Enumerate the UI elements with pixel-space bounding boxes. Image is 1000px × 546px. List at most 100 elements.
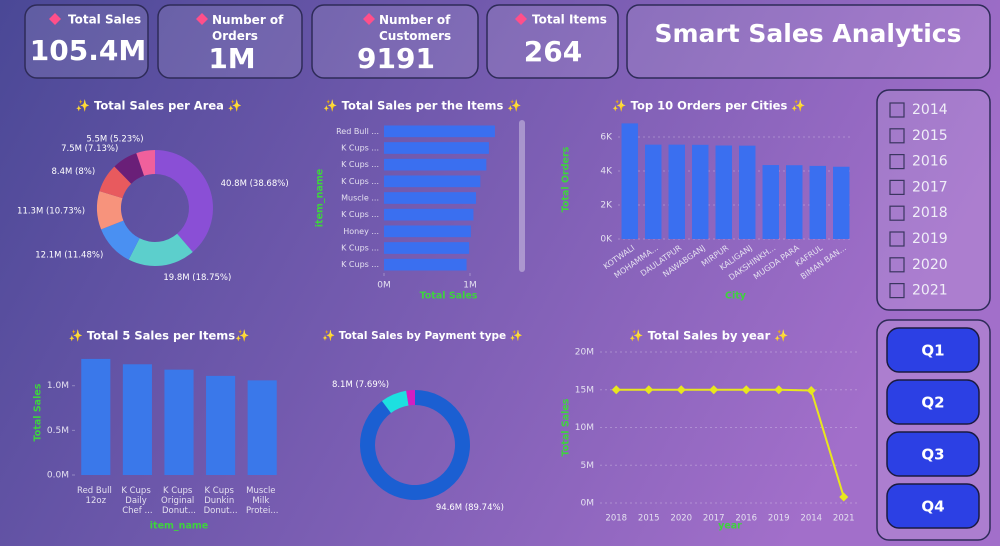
marker xyxy=(741,385,751,395)
marker xyxy=(611,385,621,395)
y-tick-label: K Cups ... xyxy=(341,210,379,219)
x-tick-label: K Cups Original Donut... xyxy=(161,486,197,516)
quarter-label[interactable]: Q1 xyxy=(921,342,944,360)
text-line: K Cups xyxy=(205,486,237,496)
y-tick-label: Red Bull ... xyxy=(336,127,379,136)
marker xyxy=(676,385,686,395)
bar xyxy=(621,123,638,239)
quarter-label[interactable]: Q3 xyxy=(921,446,944,464)
chart-title: ✨ Total 5 Sales per Items✨ xyxy=(69,329,250,343)
year-option[interactable]: 2014 xyxy=(912,102,948,118)
x-tick-label: 2017 xyxy=(703,514,725,524)
x-tick-label: K Cups Dunkin Donut... xyxy=(204,486,238,516)
text-line: Chef ... xyxy=(122,506,152,516)
checkbox[interactable] xyxy=(889,102,905,118)
quarter-button[interactable] xyxy=(886,327,980,373)
checkbox[interactable] xyxy=(889,179,905,195)
y-tick-label: K Cups ... xyxy=(341,160,379,169)
text-line: Donut... xyxy=(204,506,238,516)
quarter-button[interactable] xyxy=(886,379,980,425)
year-option[interactable]: 2018 xyxy=(912,205,948,221)
data-label: 8.1M (7.69%) xyxy=(332,380,389,390)
chart-title: ✨ Total Sales per the Items ✨ xyxy=(323,99,521,113)
y-tick-label: 0.0M xyxy=(47,471,69,481)
year-option[interactable]: 2015 xyxy=(912,128,948,144)
kpi-icon xyxy=(515,13,527,25)
checkbox[interactable] xyxy=(889,128,905,144)
marker xyxy=(774,385,784,395)
checkbox[interactable] xyxy=(889,283,905,299)
text-line: Customers xyxy=(379,29,451,43)
year-option[interactable]: 2021 xyxy=(912,283,948,299)
y-tick-label: K Cups ... xyxy=(341,144,379,153)
title-card xyxy=(626,4,991,79)
bar xyxy=(786,165,803,239)
x-tick-label: 2018 xyxy=(605,514,627,524)
donut-slice xyxy=(99,166,132,199)
quarter-button[interactable] xyxy=(886,483,980,529)
dashboard-title: Smart Sales Analytics xyxy=(655,19,962,48)
x-tick-label: 2019 xyxy=(768,514,790,524)
y-tick-label: 0.5M xyxy=(47,426,69,436)
chart-title: ✨ Top 10 Orders per Cities ✨ xyxy=(612,99,805,113)
year-option[interactable]: 2019 xyxy=(912,231,948,247)
bar xyxy=(384,242,470,254)
y-tick-label: Honey ... xyxy=(343,227,379,236)
text-line: Milk xyxy=(252,496,272,506)
x-axis-title: City xyxy=(725,291,747,302)
bar xyxy=(384,208,474,221)
text-line: Dunkin xyxy=(204,496,237,506)
x-tick-label: Red Bull 12oz xyxy=(77,486,115,506)
scrollbar[interactable] xyxy=(519,120,525,272)
x-tick-label: 2014 xyxy=(800,514,822,524)
x-tick-label: K Cups Daily Chef ... xyxy=(121,486,153,516)
kpi-card xyxy=(311,4,479,79)
data-label: 7.5M (7.13%) xyxy=(61,144,118,154)
bar xyxy=(668,144,685,239)
donut-slice xyxy=(381,390,409,414)
bar xyxy=(762,165,779,239)
quarter-button[interactable] xyxy=(886,431,980,477)
marker xyxy=(806,386,816,396)
kpi-label: Number of Customers xyxy=(379,13,455,43)
year-option[interactable]: 2016 xyxy=(912,154,948,170)
kpi-icon xyxy=(363,13,375,25)
checkbox[interactable] xyxy=(889,205,905,221)
kpi-card xyxy=(157,4,303,79)
data-label: 8.4M (8%) xyxy=(51,167,95,177)
quarter-label[interactable]: Q2 xyxy=(921,394,944,412)
bar xyxy=(384,225,471,238)
chart-title: ✨ Total Sales by year ✨ xyxy=(629,329,788,343)
quarter-label[interactable]: Q4 xyxy=(921,498,944,516)
kpi-label: Total Sales xyxy=(68,13,141,27)
y-tick-label: K Cups ... xyxy=(341,177,379,186)
y-tick-label: 0M xyxy=(581,499,595,509)
x-axis-title: Total Sales xyxy=(420,291,478,302)
donut-slice xyxy=(136,150,155,176)
checkbox[interactable] xyxy=(889,257,905,273)
y-axis-title: Total Sales xyxy=(561,398,572,456)
year-option[interactable]: 2020 xyxy=(912,257,948,273)
bar xyxy=(384,125,495,138)
y-tick-label: 2K xyxy=(600,201,613,211)
bar xyxy=(122,364,152,475)
y-axis-title: Total Sales xyxy=(33,383,44,441)
donut-slice xyxy=(128,233,193,266)
y-tick-label: 20M xyxy=(575,348,594,358)
checkbox[interactable] xyxy=(889,154,905,170)
donut-slice xyxy=(101,220,140,260)
kpi-label: Total Items xyxy=(532,13,607,27)
x-tick-label: 1M xyxy=(463,281,477,291)
y-tick-label: 0K xyxy=(600,235,613,245)
year-option[interactable]: 2017 xyxy=(912,179,948,195)
bar xyxy=(692,144,709,239)
kpi-value: 9191 xyxy=(357,42,435,75)
bar xyxy=(206,375,236,475)
checkbox[interactable] xyxy=(889,231,905,247)
y-tick-label: 10M xyxy=(575,423,594,433)
y-axis-title: item_name xyxy=(315,169,326,227)
y-tick-label: K Cups ... xyxy=(341,244,379,253)
x-tick-label: 2016 xyxy=(735,514,757,524)
